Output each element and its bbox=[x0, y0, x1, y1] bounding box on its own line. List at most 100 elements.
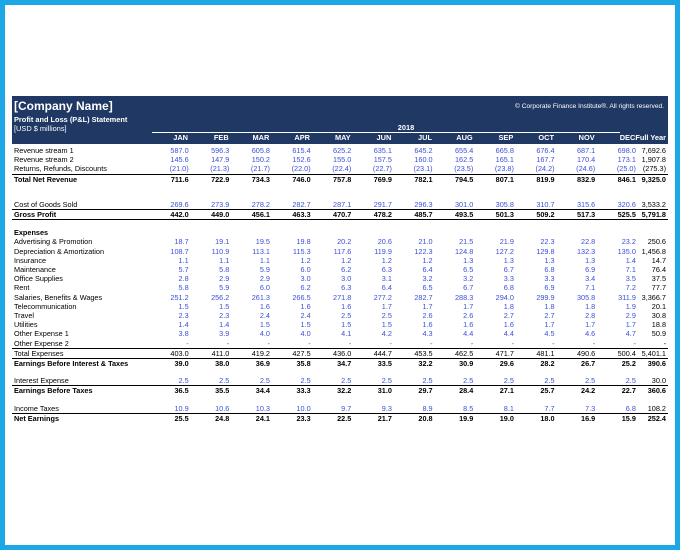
month-value-cell: 2.5 bbox=[395, 376, 437, 387]
month-value-cell: 676.4 bbox=[536, 146, 555, 155]
office-supplies-row: Office Supplies 2.8 2.9 2.9 3.0 3.0 3.1 3.2 3.2 3… bbox=[12, 274, 668, 283]
month-value-cell: 2.5 bbox=[152, 376, 193, 387]
pl-table: Revenue stream 1 587.0 596.3 605.8 615.4 625.… bbox=[12, 146, 668, 423]
full-year-total-cell: 30.0 bbox=[639, 376, 668, 387]
month-value-cell: 509.2 bbox=[517, 209, 559, 221]
row-label: Returns, Refunds, Discounts bbox=[12, 164, 153, 175]
month-value-cell: 19.1 bbox=[215, 237, 230, 247]
month-value-cell: - bbox=[355, 338, 396, 349]
month-value-cell: 1.6 bbox=[341, 301, 352, 311]
month-value-cell: 6.4 bbox=[381, 283, 392, 293]
month-value-cell: 7.2 bbox=[625, 283, 636, 293]
month-value-cell: 1.9 bbox=[625, 301, 636, 311]
month-value-cell: 20.6 bbox=[377, 237, 392, 247]
month-value-cell: 38.0 bbox=[192, 358, 234, 369]
month-value-cell: (23.8) bbox=[477, 164, 518, 175]
row-label: Total Net Revenue bbox=[14, 174, 78, 184]
month-value-cell: 2.9 bbox=[625, 311, 636, 321]
month-value-cell: 6.3 bbox=[381, 265, 392, 275]
expenses-heading: Expenses bbox=[14, 228, 49, 238]
interest-expense-row: Interest Expense 2.5 2.5 2.5 2.5 2.5 2.5 2.5 2.5… bbox=[12, 376, 668, 387]
expenses-section-row: Expenses bbox=[12, 228, 668, 237]
month-value-cell: (23.1) bbox=[395, 164, 437, 175]
month-value-cell: 36.9 bbox=[233, 358, 274, 369]
month-value-cell: 4.3 bbox=[422, 329, 433, 339]
month-value-cell: 261.3 bbox=[251, 292, 270, 302]
month-value-cell: 493.5 bbox=[436, 209, 478, 221]
telecommunication-row: Telecommunication 1.5 1.5 1.6 1.6 1.6 1.7 1.7 1.… bbox=[12, 302, 668, 311]
month-value-cell: 305.8 bbox=[576, 292, 596, 302]
month-value-cell: 6.0 bbox=[259, 283, 270, 293]
month-value-cell: 470.7 bbox=[314, 209, 356, 221]
pl-statement: [Company Name] Profit and Loss (P&L) Sta… bbox=[12, 96, 670, 423]
month-value-cell: 436.0 bbox=[333, 348, 352, 358]
month-value-cell: 296.3 bbox=[395, 199, 437, 211]
month-value-cell: 711.6 bbox=[170, 174, 189, 184]
month-value-cell: 2.5 bbox=[341, 311, 352, 321]
month-value-cell: 2.3 bbox=[219, 311, 230, 321]
month-value-cell: 819.9 bbox=[536, 174, 555, 184]
month-value-cell: 162.5 bbox=[455, 155, 474, 165]
month-value-cell: 30.9 bbox=[436, 358, 478, 369]
month-value-cell: 4.7 bbox=[625, 329, 636, 339]
month-value-cell: 2.5 bbox=[477, 376, 518, 387]
month-value-cell: 2.4 bbox=[259, 311, 270, 321]
month-value-cell: 124.8 bbox=[455, 246, 474, 256]
month-value-cell: 35.5 bbox=[215, 386, 230, 396]
month-value-cell: 722.9 bbox=[211, 174, 230, 184]
month-value-cell: 6.5 bbox=[463, 265, 474, 275]
month-value-cell: 10.6 bbox=[192, 403, 234, 414]
month-value-cell: 25.7 bbox=[540, 386, 555, 396]
month-value-cell: 6.4 bbox=[422, 265, 433, 275]
month-value-cell: 1.6 bbox=[300, 301, 311, 311]
month-value-cell: 291.7 bbox=[355, 199, 396, 211]
month-value-cell: 2.5 bbox=[314, 376, 356, 387]
month-value-cell: 8.5 bbox=[436, 403, 478, 414]
month-value-cell: 8.9 bbox=[395, 403, 437, 414]
month-value-cell: 150.2 bbox=[251, 155, 270, 165]
month-value-cell: 22.7 bbox=[621, 386, 636, 396]
month-value-cell: 18.7 bbox=[174, 237, 189, 247]
month-value-cell: 1.4 bbox=[178, 320, 189, 330]
month-value-cell: 2.7 bbox=[503, 311, 514, 321]
full-year-total-cell: 14.7 bbox=[651, 255, 666, 265]
advertising-row: Advertising & Promotion 18.7 19.1 19.5 19.8 2… bbox=[12, 237, 668, 246]
month-value-cell: 1.6 bbox=[422, 320, 433, 330]
month-value-cell: 35.8 bbox=[273, 358, 315, 369]
row-label: Earnings Before Taxes bbox=[14, 386, 93, 396]
month-value-cell: 6.3 bbox=[341, 283, 352, 293]
month-value-cell: 173.1 bbox=[617, 155, 636, 165]
month-value-cell: 463.3 bbox=[273, 209, 315, 221]
month-value-cell: 24.1 bbox=[255, 413, 270, 423]
month-value-cell: 419.2 bbox=[251, 348, 270, 358]
month-value-cell: 110.9 bbox=[211, 246, 230, 256]
month-value-cell: 22.8 bbox=[581, 237, 596, 247]
full-year-total-cell: 30.8 bbox=[651, 311, 666, 321]
month-value-cell: - bbox=[233, 338, 274, 349]
row-label: Revenue stream 2 bbox=[14, 155, 74, 165]
month-value-cell: 2.5 bbox=[436, 376, 478, 387]
month-value-cell: 1.7 bbox=[544, 320, 555, 330]
month-value-cell: 20.8 bbox=[418, 413, 433, 423]
month-value-cell: (25.0) bbox=[599, 164, 640, 175]
utilities-row: Utilities 1.4 1.4 1.5 1.5 1.5 1.5 1.6 1.6 1.6 1.7 1… bbox=[12, 320, 668, 329]
month-value-cell: 5.8 bbox=[219, 265, 230, 275]
month-value-cell: 2.5 bbox=[273, 376, 315, 387]
month-value-cell: 478.2 bbox=[355, 209, 396, 221]
month-value-cell: 4.4 bbox=[503, 329, 514, 339]
month-value-cell: - bbox=[152, 338, 193, 349]
month-value-cell: 5.9 bbox=[219, 283, 230, 293]
month-value-cell: - bbox=[517, 338, 559, 349]
month-value-cell: 3.9 bbox=[219, 329, 230, 339]
month-header: MAR bbox=[252, 133, 270, 142]
month-value-cell: 19.9 bbox=[459, 413, 474, 423]
month-value-cell: 2.4 bbox=[300, 311, 311, 321]
spacer-row bbox=[12, 192, 668, 200]
month-value-cell: 266.5 bbox=[292, 292, 311, 302]
month-header: JUN bbox=[376, 133, 392, 142]
month-value-cell: 34.4 bbox=[255, 386, 270, 396]
month-value-cell: 132.3 bbox=[576, 246, 596, 256]
month-value-cell: 2.3 bbox=[178, 311, 189, 321]
full-year-total-cell: 3,366.7 bbox=[641, 292, 666, 302]
spacer-row bbox=[12, 368, 668, 376]
